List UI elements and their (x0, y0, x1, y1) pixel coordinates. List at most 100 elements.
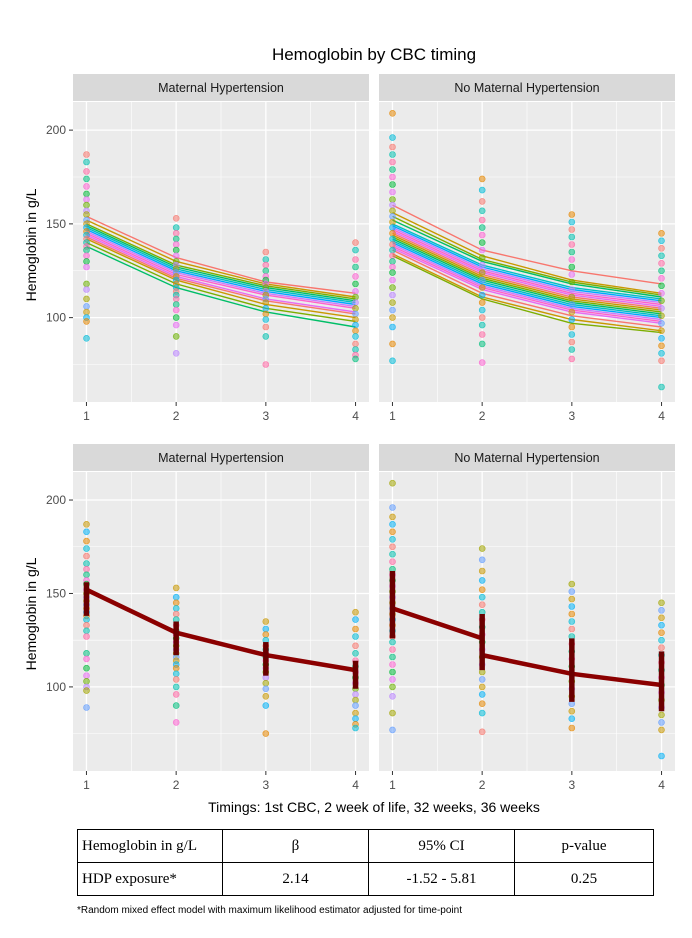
y-tick-label: 200 (46, 493, 66, 507)
data-point (478, 261, 486, 269)
data-point (262, 304, 270, 312)
data-point (478, 291, 486, 299)
data-point (83, 318, 90, 325)
data-point (568, 707, 576, 715)
results-table: Hemoglobin in g/L β 95% CI p-value HDP e… (77, 829, 654, 896)
mean-line-segment (390, 606, 485, 641)
x-tick-label: 3 (569, 778, 576, 792)
data-point (83, 633, 90, 640)
trajectory-line (392, 241, 662, 319)
trajectory-line (86, 219, 356, 298)
trajectory-line (392, 236, 662, 313)
x-tick-label: 1 (83, 409, 90, 423)
data-point (389, 263, 396, 271)
data-point (389, 479, 396, 487)
data-point (478, 691, 486, 698)
trajectory-line (392, 253, 662, 332)
data-point (658, 383, 665, 391)
facet-strip-label: Maternal Hypertension (158, 81, 284, 95)
data-point (83, 263, 90, 271)
data-point (262, 730, 270, 737)
data-point (172, 246, 180, 254)
data-point (352, 256, 359, 263)
trajectory-line (86, 228, 356, 306)
data-point (389, 558, 396, 566)
x-tick-label: 3 (569, 409, 576, 423)
x-tick-label: 1 (83, 778, 90, 792)
data-point (658, 289, 665, 297)
data-point (389, 638, 396, 646)
data-point (172, 676, 180, 683)
data-point (172, 215, 180, 222)
facet-strip (379, 74, 675, 101)
data-point (83, 565, 90, 573)
data-point (389, 726, 396, 734)
data-point (172, 702, 180, 709)
data-point (658, 259, 665, 267)
data-point (568, 278, 576, 286)
data-point (262, 679, 270, 687)
data-point (83, 334, 90, 342)
trajectory-line (86, 226, 356, 304)
facet-strip-label: Maternal Hypertension (158, 451, 284, 465)
data-point (658, 274, 665, 282)
y-tick-label: 150 (46, 586, 66, 600)
table-header-cell: p-value (514, 829, 654, 863)
data-point (389, 528, 396, 536)
data-point (352, 273, 359, 280)
data-point (389, 213, 396, 220)
data-point (478, 299, 486, 306)
data-point (478, 314, 486, 321)
data-point (568, 226, 576, 233)
data-point (389, 668, 396, 676)
trajectory-line (86, 245, 356, 328)
data-point (568, 355, 576, 363)
data-point (658, 297, 665, 305)
data-point (262, 631, 270, 638)
trajectory-line (86, 234, 356, 313)
data-point (568, 248, 576, 256)
trajectory-line (86, 225, 356, 302)
trajectory-line (86, 241, 356, 323)
data-point (83, 627, 90, 635)
data-point (352, 709, 359, 717)
data-point (389, 241, 396, 248)
data-point (658, 237, 665, 245)
footnote: *Random mixed effect model with maximum … (77, 905, 462, 916)
data-point (172, 235, 180, 243)
data-point (352, 288, 359, 295)
y-axis-label-bottom: Hemoglobin in g/L (23, 557, 39, 670)
trajectory-line (86, 232, 356, 309)
data-point (83, 537, 90, 545)
trajectory-line (86, 230, 356, 308)
trajectory-line (392, 255, 662, 334)
y-tick-label: 200 (46, 123, 66, 137)
trajectory-line (392, 228, 662, 306)
data-point (389, 535, 396, 543)
data-point (83, 520, 90, 528)
mean-line-segment (569, 671, 664, 688)
data-point (172, 241, 180, 248)
data-point (478, 586, 486, 594)
data-point (83, 677, 90, 685)
x-tick-label: 2 (479, 778, 486, 792)
table-row: HDP exposure* 2.14 -1.52 - 5.81 0.25 (77, 862, 654, 896)
x-tick-label: 2 (479, 409, 486, 423)
data-point (478, 683, 486, 691)
facet-strip-label: No Maternal Hypertension (454, 451, 599, 465)
trajectory-line (86, 223, 356, 300)
data-point (172, 691, 180, 698)
data-point (83, 295, 90, 303)
data-point (83, 246, 90, 254)
data-point (478, 239, 486, 246)
trajectory-line (392, 225, 662, 302)
data-point (389, 218, 396, 226)
data-point (389, 246, 396, 254)
data-point (389, 543, 396, 551)
x-tick-label: 4 (658, 778, 665, 792)
data-point (83, 528, 90, 536)
data-point (262, 248, 270, 256)
data-point (478, 306, 486, 314)
data-point (389, 513, 396, 521)
data-point (389, 134, 396, 141)
